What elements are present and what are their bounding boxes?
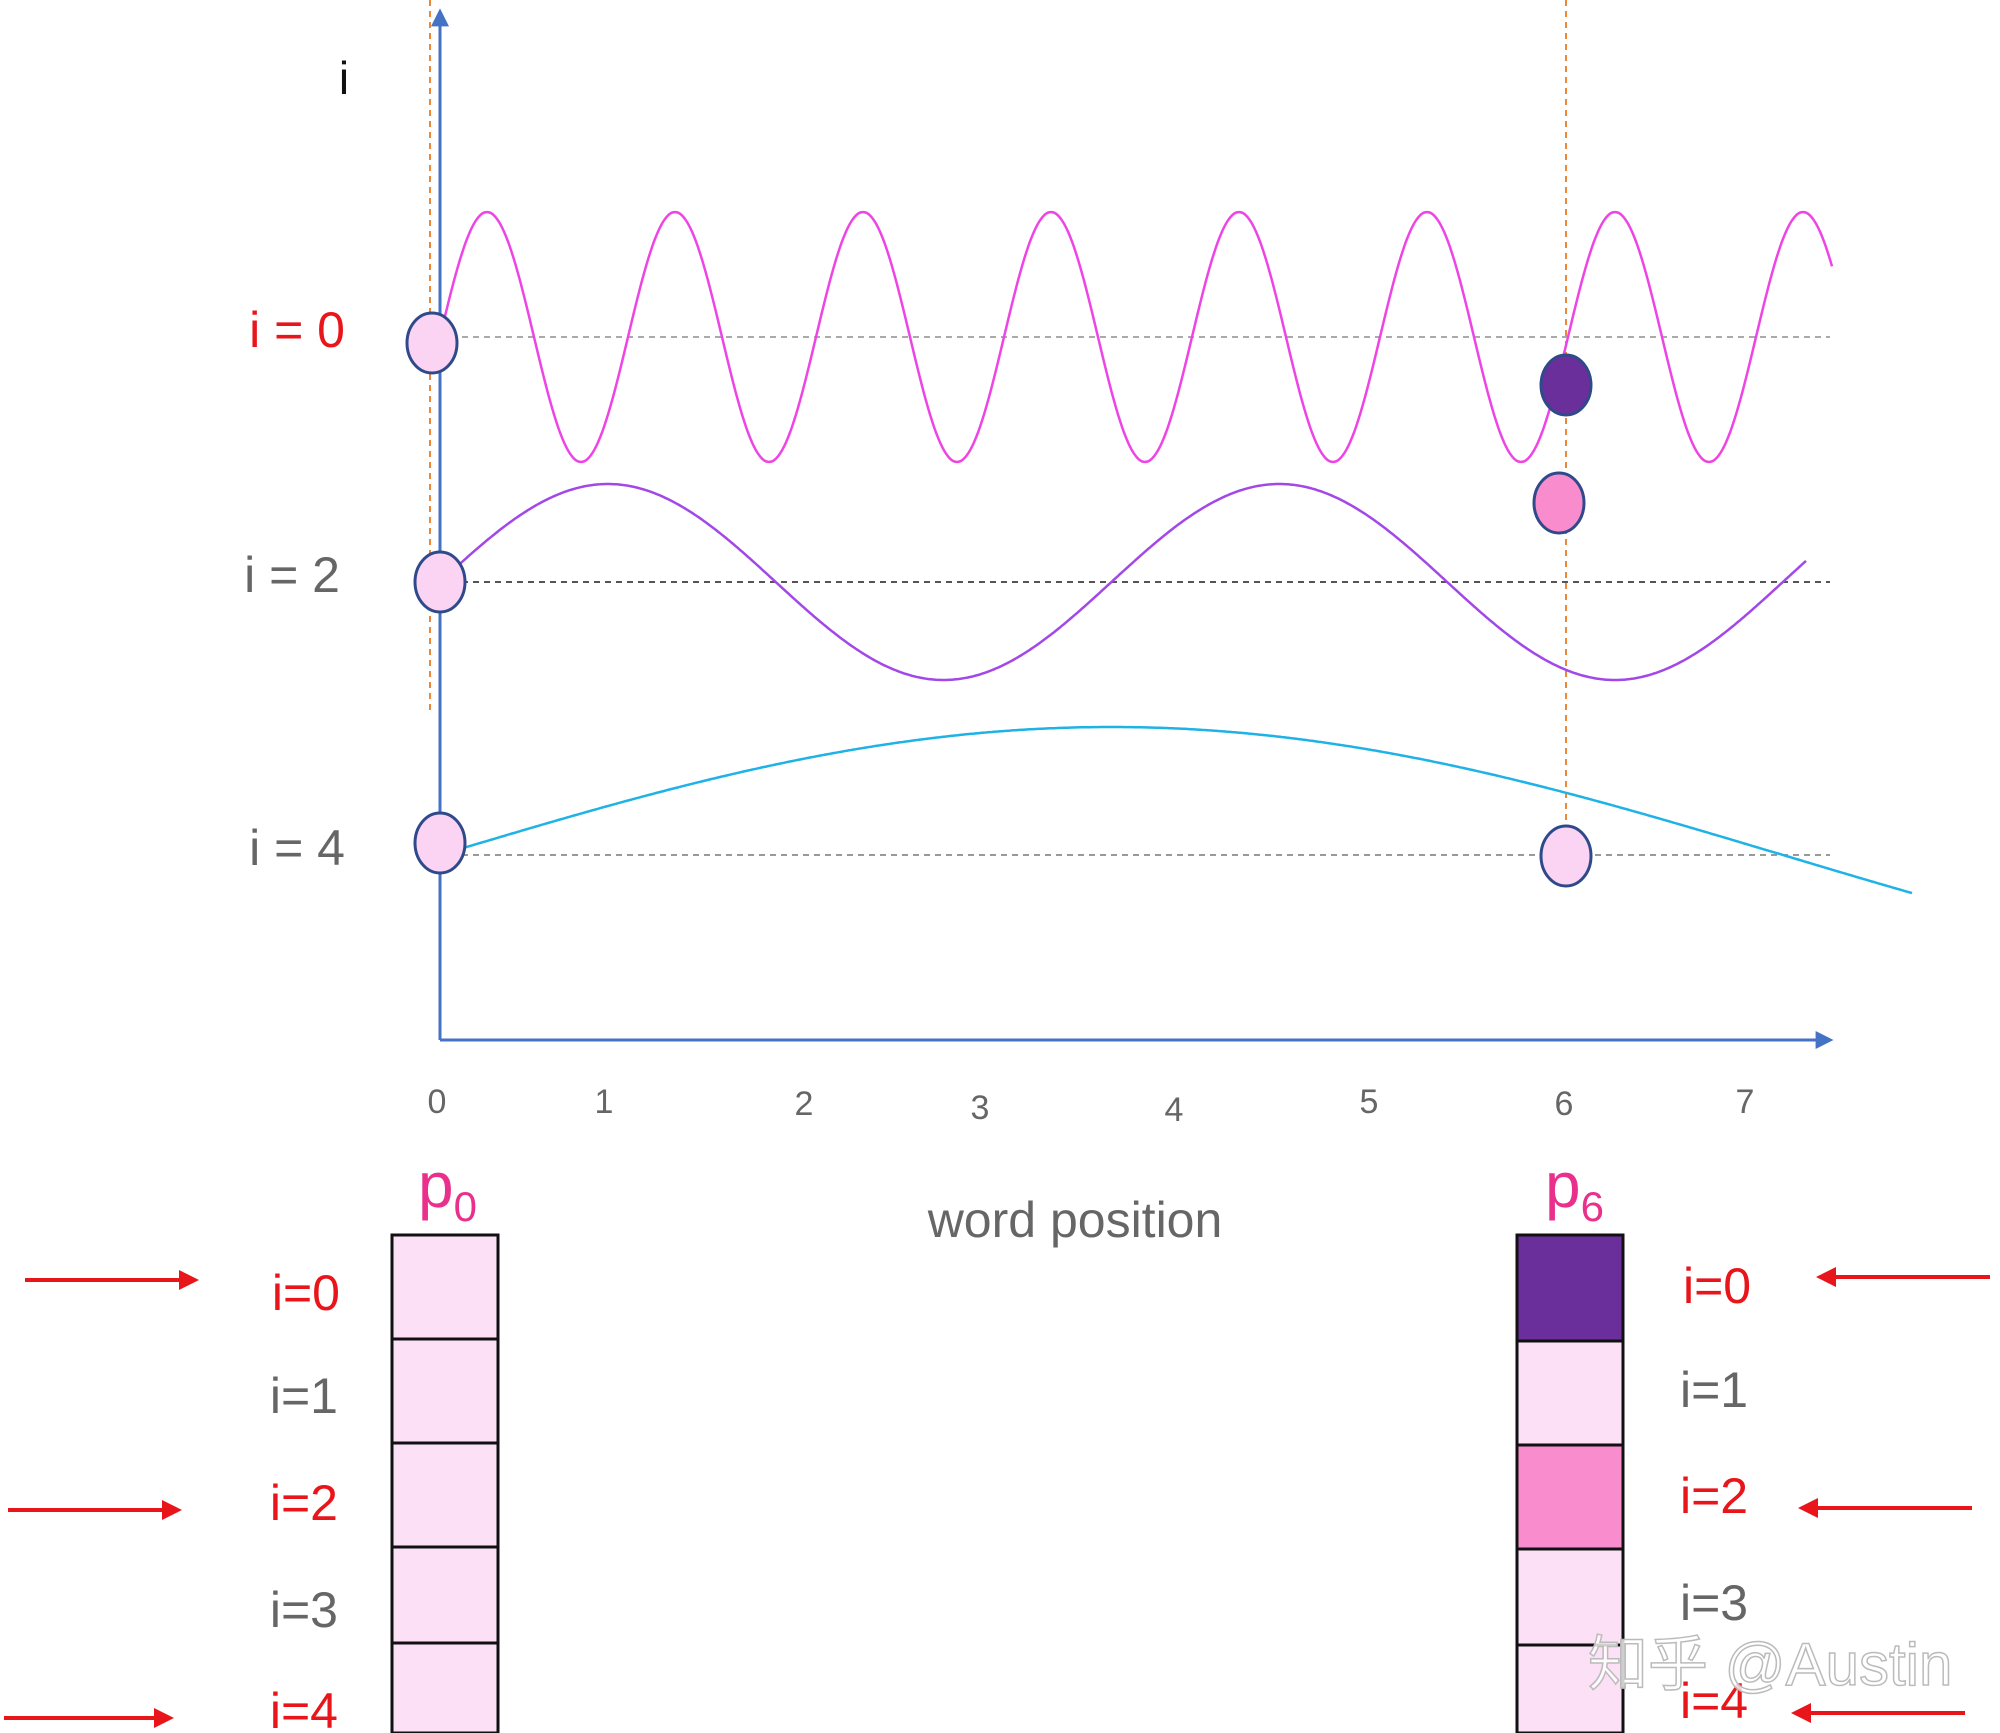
y-axis-label: i: [339, 52, 349, 104]
vector-p0-cell-i3: [390, 1545, 500, 1645]
x-tick-label-7: 7: [1736, 1083, 1755, 1121]
vector-p0-label-i4: i=4: [270, 1683, 338, 1733]
sine-curve-i0: [438, 210, 1834, 464]
x-tick-labels: 0 1 2 3 4 5 6 7: [428, 1083, 1755, 1129]
sine-curve-i4: [439, 725, 1913, 895]
vector-p0-label-i1: i=1: [270, 1368, 338, 1424]
vector-p0-cell-i2: [390, 1441, 500, 1549]
x-tick-label-3: 3: [971, 1089, 990, 1127]
vector-p6-cell-i2: [1515, 1443, 1625, 1551]
vector-p6-label-i2: i=2: [1680, 1468, 1748, 1524]
vector-p6-cell-i3: [1515, 1547, 1625, 1647]
x-tick-label-5: 5: [1360, 1083, 1379, 1121]
vector-p0: p0 i=0 i=1 i=2 i=3 i=4: [4, 1149, 500, 1733]
curve-label-i4: i = 4: [249, 820, 345, 876]
x-tick-label-2: 2: [795, 1085, 814, 1123]
vector-p0-label-i0: i=0: [272, 1265, 340, 1321]
vector-p0-cell-i1: [390, 1337, 500, 1445]
x-axis-label: word position: [927, 1192, 1223, 1248]
vector-p6-cell-i1: [1515, 1339, 1625, 1447]
x-tick-label-1: 1: [595, 1083, 614, 1121]
x-tick-label-4: 4: [1165, 1091, 1184, 1129]
vector-p6-cell-i4: [1515, 1643, 1625, 1733]
vector-p0-cell-i0: [390, 1233, 500, 1341]
marker-p0-i4: [413, 811, 467, 875]
vector-p6-label-i0: i=0: [1683, 1258, 1751, 1314]
x-tick-label-6: 6: [1555, 1085, 1574, 1123]
vector-p6-label-i1: i=1: [1680, 1362, 1748, 1418]
vector-p6-label-i3: i=3: [1680, 1575, 1748, 1631]
watermark: 知乎 @Austin: [1588, 1631, 1952, 1698]
marker-p6-i2: [1532, 471, 1586, 535]
x-tick-label-0: 0: [428, 1083, 447, 1121]
marker-p6-i0: [1539, 353, 1593, 417]
vector-p6-title: p6: [1545, 1149, 1604, 1230]
vector-p6: p6 i=0 i=1 i=2 i=3 i=4: [1515, 1149, 1990, 1733]
vector-p0-title: p0: [418, 1149, 477, 1230]
vector-p0-label-i2: i=2: [270, 1475, 338, 1531]
vector-p6-cell-i0: [1515, 1233, 1625, 1343]
vector-p0-cell-i4: [390, 1641, 500, 1733]
marker-p0-i2: [413, 550, 467, 614]
curve-label-i2: i = 2: [244, 547, 340, 603]
curve-label-i0: i = 0: [249, 302, 345, 358]
sine-curve-i2: [439, 482, 1807, 682]
vector-p0-label-i3: i=3: [270, 1582, 338, 1638]
marker-p0-i0: [405, 311, 459, 375]
vector-p6-label-i4: i=4: [1680, 1673, 1748, 1729]
marker-p6-i4: [1539, 824, 1593, 888]
